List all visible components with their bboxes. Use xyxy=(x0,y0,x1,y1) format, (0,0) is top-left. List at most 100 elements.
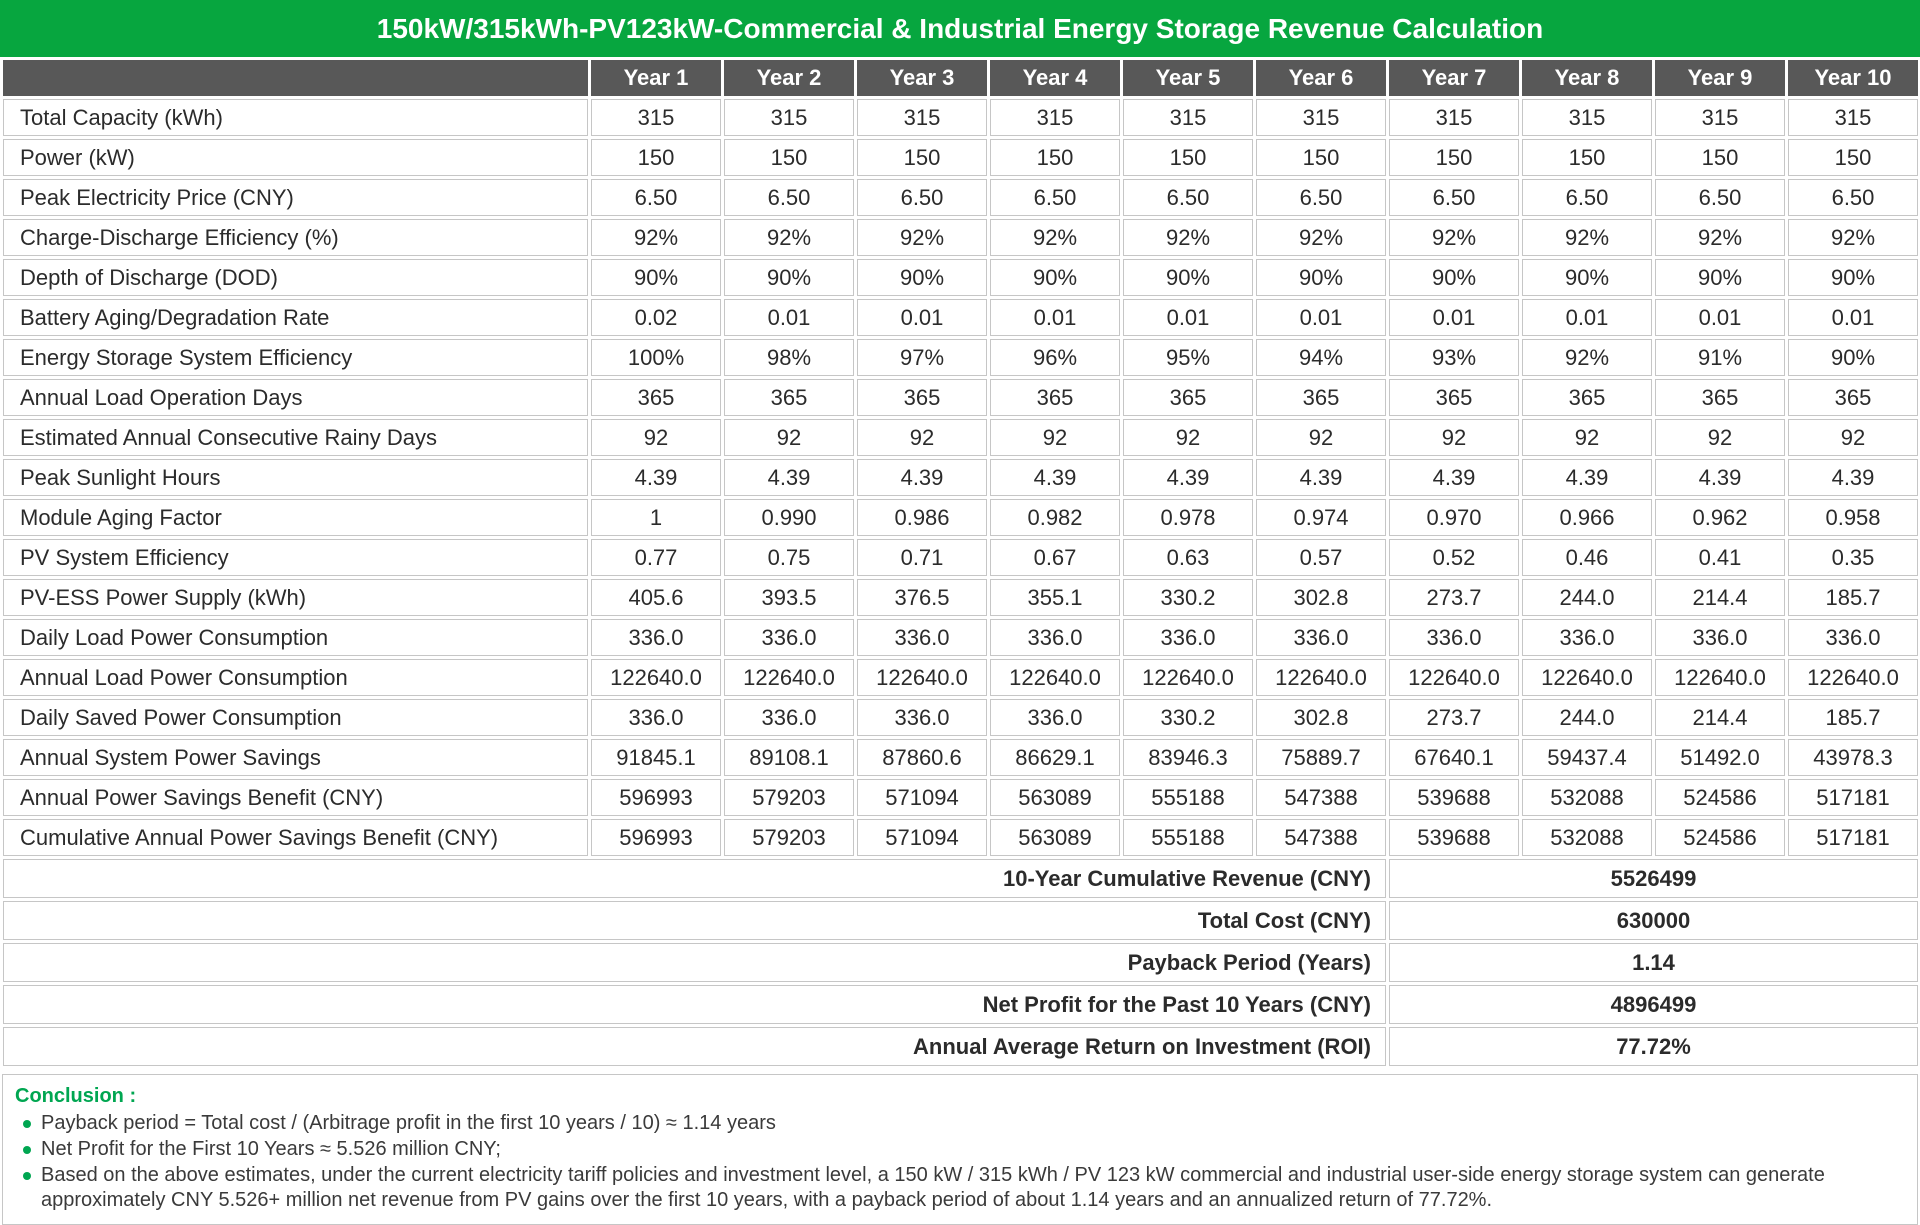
value-cell: 365 xyxy=(591,379,721,416)
table-row: Depth of Discharge (DOD) 90% 90% 90% 90% 90% 9… xyxy=(3,259,1918,296)
value-cell: 336.0 xyxy=(724,699,854,736)
year-header: Year 7 xyxy=(1389,60,1519,96)
value-cell: 4.39 xyxy=(1788,459,1918,496)
value-cell: 315 xyxy=(990,99,1120,136)
value-cell: 90% xyxy=(1256,259,1386,296)
value-cell: 273.7 xyxy=(1389,699,1519,736)
value-cell: 4.39 xyxy=(1256,459,1386,496)
row-label: PV System Efficiency xyxy=(3,539,588,576)
value-cell: 100% xyxy=(591,339,721,376)
value-cell: 579203 xyxy=(724,779,854,816)
value-cell: 0.01 xyxy=(1123,299,1253,336)
value-cell: 336.0 xyxy=(591,699,721,736)
value-cell: 6.50 xyxy=(1788,179,1918,216)
value-cell: 0.974 xyxy=(1256,499,1386,536)
year-header: Year 4 xyxy=(990,60,1120,96)
table-row: Peak Sunlight Hours 4.39 4.39 4.39 4.39 4.39 4… xyxy=(3,459,1918,496)
row-label: Charge-Discharge Efficiency (%) xyxy=(3,219,588,256)
value-cell: 6.50 xyxy=(1655,179,1785,216)
value-cell: 122640.0 xyxy=(1522,659,1652,696)
value-cell: 315 xyxy=(1522,99,1652,136)
value-cell: 0.75 xyxy=(724,539,854,576)
table-row: Peak Electricity Price (CNY) 6.50 6.50 6.50… xyxy=(3,179,1918,216)
value-cell: 571094 xyxy=(857,779,987,816)
value-cell: 365 xyxy=(1522,379,1652,416)
value-cell: 355.1 xyxy=(990,579,1120,616)
year-header: Year 3 xyxy=(857,60,987,96)
value-cell: 393.5 xyxy=(724,579,854,616)
value-cell: 150 xyxy=(1788,139,1918,176)
value-cell: 315 xyxy=(591,99,721,136)
value-cell: 244.0 xyxy=(1522,699,1652,736)
value-cell: 92% xyxy=(724,219,854,256)
value-cell: 92% xyxy=(1655,219,1785,256)
summary-row: Net Profit for the Past 10 Years (CNY) 48… xyxy=(3,985,1918,1024)
value-cell: 92 xyxy=(1123,419,1253,456)
value-cell: 92% xyxy=(1522,339,1652,376)
value-cell: 365 xyxy=(1788,379,1918,416)
value-cell: 150 xyxy=(1655,139,1785,176)
value-cell: 4.39 xyxy=(1655,459,1785,496)
value-cell: 6.50 xyxy=(1256,179,1386,216)
value-cell: 122640.0 xyxy=(724,659,854,696)
value-cell: 6.50 xyxy=(990,179,1120,216)
value-cell: 336.0 xyxy=(857,619,987,656)
value-cell: 539688 xyxy=(1389,779,1519,816)
table-row: Module Aging Factor 1 0.990 0.986 0.982 0.978… xyxy=(3,499,1918,536)
value-cell: 122640.0 xyxy=(1123,659,1253,696)
bullet-text: Payback period = Total cost / (Arbitrage… xyxy=(41,1112,776,1134)
value-cell: 93% xyxy=(1389,339,1519,376)
value-cell: 336.0 xyxy=(990,699,1120,736)
table-row: Daily Saved Power Consumption 336.0 336.0 3… xyxy=(3,699,1918,736)
value-cell: 0.41 xyxy=(1655,539,1785,576)
summary-label: Net Profit for the Past 10 Years (CNY) xyxy=(3,985,1386,1024)
value-cell: 4.39 xyxy=(1522,459,1652,496)
year-header: Year 5 xyxy=(1123,60,1253,96)
value-cell: 0.35 xyxy=(1788,539,1918,576)
page-title: 150kW/315kWh-PV123kW-Commercial & Indust… xyxy=(376,12,1544,44)
value-cell: 563089 xyxy=(990,779,1120,816)
title-bar: 150kW/315kWh-PV123kW-Commercial & Indust… xyxy=(0,0,1920,57)
value-cell: 4.39 xyxy=(857,459,987,496)
value-cell: 91% xyxy=(1655,339,1785,376)
value-cell: 90% xyxy=(1123,259,1253,296)
summary-row: 10-Year Cumulative Revenue (CNY) 5526499 xyxy=(3,859,1918,898)
list-item: Net Profit for the First 10 Years ≈ 5.52… xyxy=(15,1137,1903,1162)
row-label: Peak Sunlight Hours xyxy=(3,459,588,496)
list-item: Based on the above estimates, under the … xyxy=(15,1163,1903,1213)
value-cell: 6.50 xyxy=(857,179,987,216)
bullet-icon xyxy=(23,1120,31,1128)
value-cell: 273.7 xyxy=(1389,579,1519,616)
value-cell: 92% xyxy=(1256,219,1386,256)
summary-label: Payback Period (Years) xyxy=(3,943,1386,982)
value-cell: 150 xyxy=(724,139,854,176)
value-cell: 302.8 xyxy=(1256,699,1386,736)
value-cell: 336.0 xyxy=(1256,619,1386,656)
row-label: Battery Aging/Degradation Rate xyxy=(3,299,588,336)
value-cell: 214.4 xyxy=(1655,579,1785,616)
value-cell: 555188 xyxy=(1123,779,1253,816)
value-cell: 92% xyxy=(857,219,987,256)
conclusion-heading: Conclusion : xyxy=(15,1085,137,1107)
value-cell: 150 xyxy=(1389,139,1519,176)
value-cell: 244.0 xyxy=(1522,579,1652,616)
year-header: Year 2 xyxy=(724,60,854,96)
value-cell: 547388 xyxy=(1256,819,1386,856)
row-label: Annual System Power Savings xyxy=(3,739,588,776)
table-row: Cumulative Annual Power Savings Benefit … xyxy=(3,819,1918,856)
value-cell: 122640.0 xyxy=(591,659,721,696)
summary-row: Annual Average Return on Investment (ROI… xyxy=(3,1027,1918,1066)
row-label: Total Capacity (kWh) xyxy=(3,99,588,136)
value-cell: 336.0 xyxy=(591,619,721,656)
summary-label: Annual Average Return on Investment (ROI… xyxy=(3,1027,1386,1066)
value-cell: 517181 xyxy=(1788,779,1918,816)
value-cell: 315 xyxy=(1788,99,1918,136)
value-cell: 571094 xyxy=(857,819,987,856)
summary-value: 630000 xyxy=(1389,901,1918,940)
value-cell: 0.57 xyxy=(1256,539,1386,576)
value-cell: 90% xyxy=(1788,259,1918,296)
value-cell: 4.39 xyxy=(1389,459,1519,496)
value-cell: 122640.0 xyxy=(1788,659,1918,696)
value-cell: 92 xyxy=(1788,419,1918,456)
value-cell: 92 xyxy=(724,419,854,456)
